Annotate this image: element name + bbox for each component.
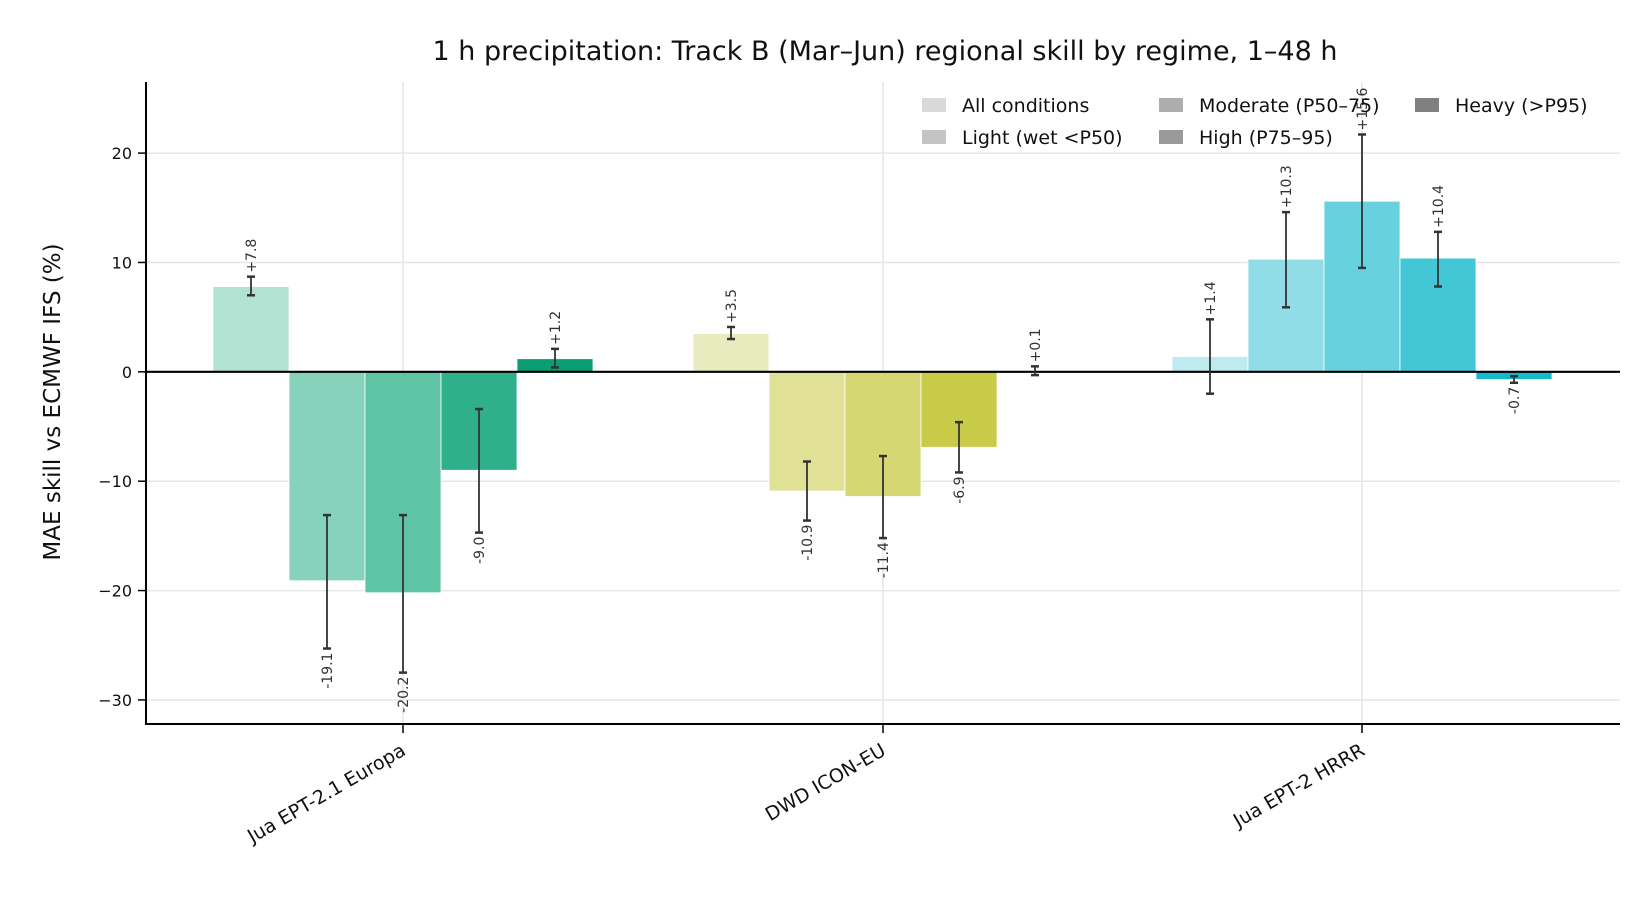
data-label: +3.5	[724, 289, 740, 323]
legend: All conditions Light (wet <P50) Moderate (…	[922, 95, 1588, 149]
chart-title: 1 h precipitation: Track B (Mar–Jun) reg…	[433, 36, 1338, 67]
y-tick-label: 20	[112, 144, 132, 163]
data-label: -10.9	[800, 525, 816, 561]
data-label: +7.8	[244, 239, 260, 273]
legend-swatch	[1159, 98, 1183, 112]
data-label: +1.4	[1203, 281, 1219, 315]
data-label: +10.3	[1279, 165, 1295, 208]
x-tick-label: DWD ICON-EU	[762, 739, 890, 826]
y-tick-label: 0	[122, 363, 132, 382]
y-tick-label: 10	[112, 253, 132, 272]
error-bars	[247, 133, 1518, 674]
y-tick-label: −30	[98, 691, 132, 710]
legend-swatch	[922, 130, 946, 144]
bar	[212, 286, 290, 373]
y-axis-label: MAE skill vs ECMWF IFS (%)	[40, 243, 66, 560]
data-label: +15.6	[1355, 88, 1371, 131]
data-label: -11.4	[876, 542, 892, 578]
y-tick-label: −20	[98, 582, 132, 601]
legend-swatch	[1159, 130, 1183, 144]
legend-swatch	[922, 98, 946, 112]
x-tick-label: Jua EPT-2 HRRR	[1229, 739, 1369, 832]
data-label: -19.1	[320, 653, 336, 689]
y-tick-label: −10	[98, 472, 132, 491]
data-labels: +7.8 -19.1 -20.2 -9.0 +1.2 +3.5 -10.9 -11.4 -6.9…	[244, 88, 1523, 713]
data-label: +10.4	[1431, 185, 1447, 228]
legend-label: All conditions	[962, 95, 1089, 117]
legend-label: Light (wet <P50)	[962, 127, 1123, 149]
legend-label: Moderate (P50–75)	[1199, 95, 1380, 117]
data-label: -6.9	[952, 476, 968, 503]
data-label: +1.2	[548, 311, 564, 345]
legend-label: High (P75–95)	[1199, 127, 1333, 149]
legend-swatch	[1415, 98, 1439, 112]
data-label: +0.1	[1028, 328, 1044, 362]
legend-label: Heavy (>P95)	[1455, 95, 1588, 117]
data-label: -0.7	[1507, 387, 1523, 414]
bars	[212, 200, 1553, 594]
data-label: -20.2	[396, 677, 412, 713]
x-tick-label: Jua EPT-2.1 Europa	[243, 739, 409, 848]
data-label: -9.0	[472, 537, 488, 564]
